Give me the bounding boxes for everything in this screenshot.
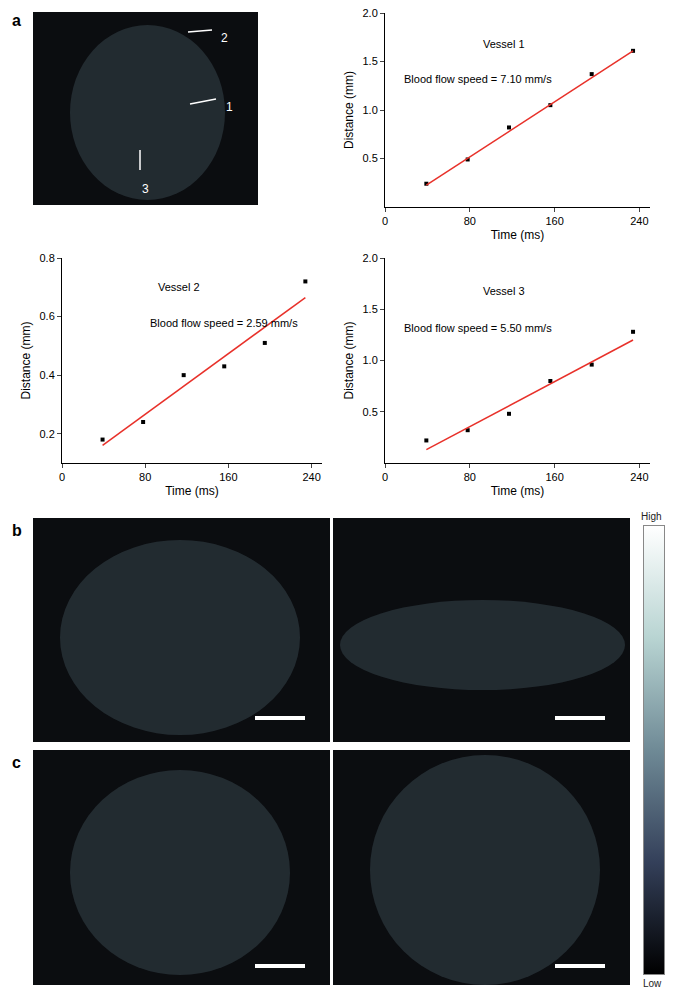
svg-text:b: b	[12, 522, 22, 539]
svg-text:2: 2	[221, 31, 228, 45]
svg-text:Time (ms): Time (ms)	[491, 228, 545, 242]
svg-text:Blood flow speed = 5.50 mm/s: Blood flow speed = 5.50 mm/s	[404, 322, 552, 334]
svg-text:160: 160	[219, 471, 237, 483]
svg-text:Distance (mm): Distance (mm)	[342, 321, 356, 399]
svg-text:Distance (mm): Distance (mm)	[19, 321, 33, 399]
svg-text:a: a	[12, 12, 21, 29]
svg-text:1.5: 1.5	[363, 303, 378, 315]
svg-text:240: 240	[630, 471, 648, 483]
svg-text:c: c	[12, 754, 21, 771]
svg-text:0: 0	[59, 471, 65, 483]
svg-text:1.0: 1.0	[363, 104, 378, 116]
svg-text:Distance (mm): Distance (mm)	[342, 71, 356, 149]
svg-text:0.2: 0.2	[40, 428, 55, 440]
svg-text:0.4: 0.4	[40, 369, 55, 381]
svg-text:80: 80	[139, 471, 151, 483]
svg-text:0.8: 0.8	[40, 252, 55, 264]
html-text:Low: Low	[643, 978, 662, 989]
svg-text:Vessel 3: Vessel 3	[483, 285, 525, 297]
svg-text:2.0: 2.0	[363, 7, 378, 19]
svg-text:0: 0	[382, 215, 388, 227]
svg-text:240: 240	[302, 471, 320, 483]
svg-text:1.5: 1.5	[363, 55, 378, 67]
svg-text:1.0: 1.0	[363, 354, 378, 366]
svg-text:1: 1	[226, 100, 233, 114]
svg-text:80: 80	[464, 215, 476, 227]
svg-text:0.5: 0.5	[363, 406, 378, 418]
svg-text:Time (ms): Time (ms)	[491, 484, 545, 498]
svg-text:Vessel 2: Vessel 2	[158, 281, 200, 293]
html-text:High: High	[641, 511, 662, 522]
svg-text:160: 160	[545, 471, 563, 483]
svg-text:Vessel 1: Vessel 1	[483, 38, 525, 50]
svg-text:3: 3	[142, 182, 149, 196]
svg-text:80: 80	[464, 471, 476, 483]
svg-text:2.0: 2.0	[363, 252, 378, 264]
svg-text:Blood flow speed = 2.59 mm/s: Blood flow speed = 2.59 mm/s	[150, 317, 298, 329]
svg-text:160: 160	[545, 215, 563, 227]
svg-text:0.5: 0.5	[363, 152, 378, 164]
svg-text:0: 0	[382, 471, 388, 483]
svg-text:240: 240	[630, 215, 648, 227]
svg-text:Time (ms): Time (ms)	[165, 484, 219, 498]
svg-text:0.6: 0.6	[40, 310, 55, 322]
svg-text:Blood flow speed = 7.10 mm/s: Blood flow speed = 7.10 mm/s	[404, 73, 552, 85]
